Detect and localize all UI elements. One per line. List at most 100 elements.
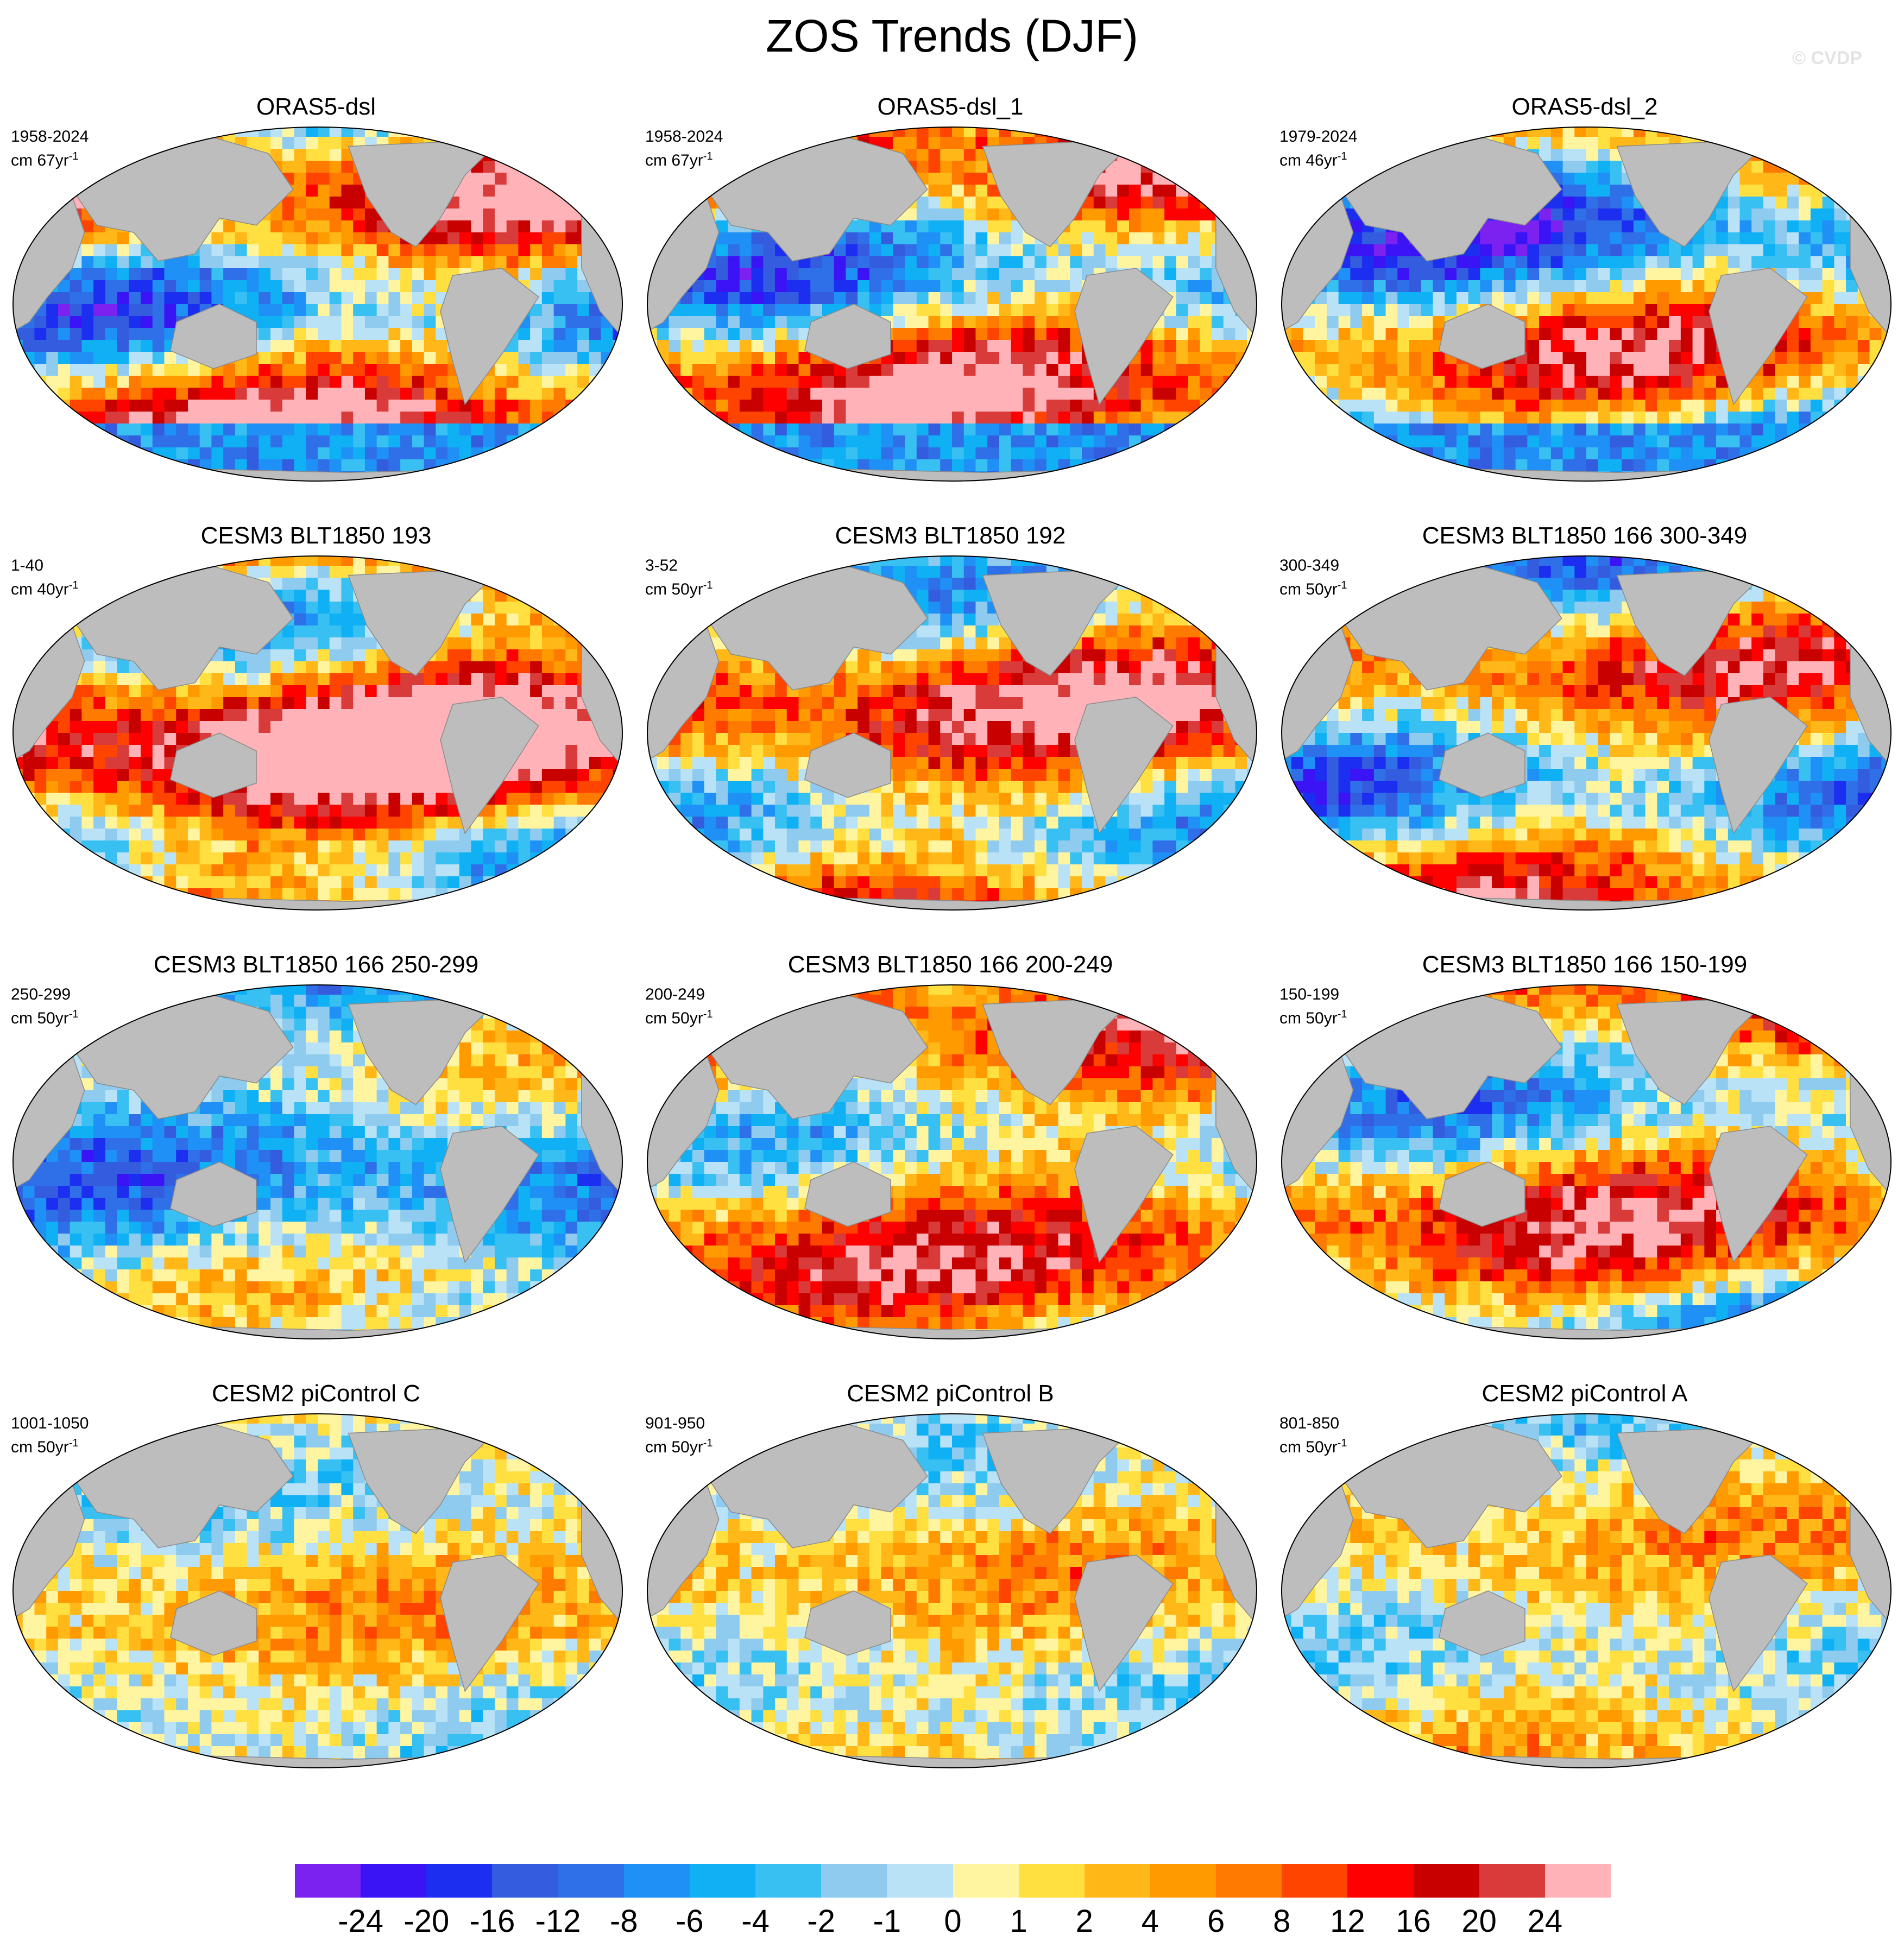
trend-cell (999, 423, 1012, 436)
trend-cell (1421, 352, 1434, 364)
trend-cell (318, 292, 330, 305)
trend-cell (1550, 208, 1563, 221)
trend-cell (613, 137, 622, 149)
trend-cell (704, 304, 717, 317)
trend-cell (199, 292, 212, 305)
trend-cell (1326, 185, 1339, 197)
trend-cell (412, 292, 425, 305)
trend-cell (1834, 244, 1846, 257)
land-mass (169, 304, 257, 369)
trend-cell (294, 364, 307, 376)
trend-cell (530, 127, 543, 137)
trend-cell (13, 364, 23, 376)
trend-cell (494, 423, 507, 436)
trend-cell (1035, 316, 1047, 328)
trend-cell (798, 292, 811, 305)
trend-cell (1070, 412, 1082, 424)
trend-cell (1212, 447, 1224, 460)
trend-cell (1082, 256, 1094, 269)
trend-cell (869, 127, 882, 137)
trend-cell (329, 578, 342, 590)
trend-cell (306, 340, 318, 352)
trend-cell (1140, 459, 1153, 472)
trend-cell (259, 376, 271, 388)
trend-cell (447, 412, 460, 424)
trend-cell (704, 388, 717, 400)
trend-cell (613, 232, 622, 245)
trend-cell (1869, 328, 1882, 340)
trend-cell (294, 578, 307, 590)
trend-cell (1023, 340, 1035, 352)
trend-cell (1176, 197, 1189, 209)
trend-cell (483, 590, 495, 602)
trend-cell (152, 400, 165, 412)
trend-cell (58, 556, 71, 566)
trend-cell (1128, 173, 1142, 185)
trend-cell (1350, 423, 1363, 436)
trend-cell (1550, 423, 1563, 436)
trend-cell (952, 185, 964, 197)
trend-cell (270, 232, 283, 245)
trend-cell (1787, 400, 1799, 412)
trend-cell (786, 412, 799, 424)
trend-cell (1362, 364, 1375, 376)
trend-cell (1857, 435, 1870, 448)
trend-cell (893, 232, 905, 245)
trend-cell (963, 149, 976, 161)
trend-cell (1058, 232, 1071, 245)
trend-cell (680, 185, 693, 197)
trend-cell (1117, 256, 1130, 269)
trend-cell (999, 256, 1012, 269)
trend-cell (716, 280, 728, 293)
trend-cell (893, 364, 905, 376)
trend-cell (34, 316, 47, 328)
trend-cell (506, 388, 519, 400)
trend-cell (1152, 388, 1165, 400)
trend-cell (81, 435, 94, 448)
trend-cell (1574, 208, 1587, 221)
trend-cell (1503, 256, 1516, 269)
trend-cell (1763, 137, 1776, 149)
trend-cell (1869, 352, 1882, 364)
trend-cell (1574, 197, 1587, 209)
trend-cell (164, 304, 177, 317)
trend-cell (1373, 376, 1386, 388)
trend-cell (775, 127, 787, 137)
trend-cell (13, 471, 23, 481)
trend-cell (1212, 316, 1224, 328)
trend-cell (46, 328, 59, 340)
trend-cell (1633, 127, 1646, 137)
trend-cell (483, 185, 495, 197)
trend-cell (1680, 340, 1693, 352)
trend-cell (530, 435, 543, 448)
trend-cell (1751, 388, 1764, 400)
trend-cell (70, 280, 83, 293)
trend-cell (1223, 197, 1236, 209)
trend-cell (704, 340, 717, 352)
trend-cell (858, 388, 870, 400)
trend-cell (424, 127, 437, 137)
trend-cell (786, 352, 799, 364)
trend-cell (1799, 447, 1811, 460)
trend-cell (1562, 447, 1575, 460)
trend-cell (928, 127, 941, 137)
trend-cell (1082, 244, 1094, 257)
trend-cell (483, 127, 495, 137)
trend-cell (58, 471, 71, 481)
trend-cell (916, 435, 929, 448)
trend-cell (1282, 244, 1292, 257)
trend-cell (1610, 459, 1622, 472)
trend-cell (1739, 471, 1752, 481)
trend-cell (1409, 280, 1422, 293)
trend-cell (105, 268, 118, 281)
trend-cell (1282, 185, 1292, 197)
trend-cell (704, 364, 717, 376)
trend-cell (963, 161, 976, 173)
trend-cell (565, 244, 578, 257)
trend-cell (1315, 328, 1327, 340)
trend-cell (657, 412, 670, 424)
trend-cell (1480, 447, 1492, 460)
trend-cell (518, 340, 531, 352)
trend-cell (1385, 400, 1398, 412)
trend-cell (93, 435, 106, 448)
